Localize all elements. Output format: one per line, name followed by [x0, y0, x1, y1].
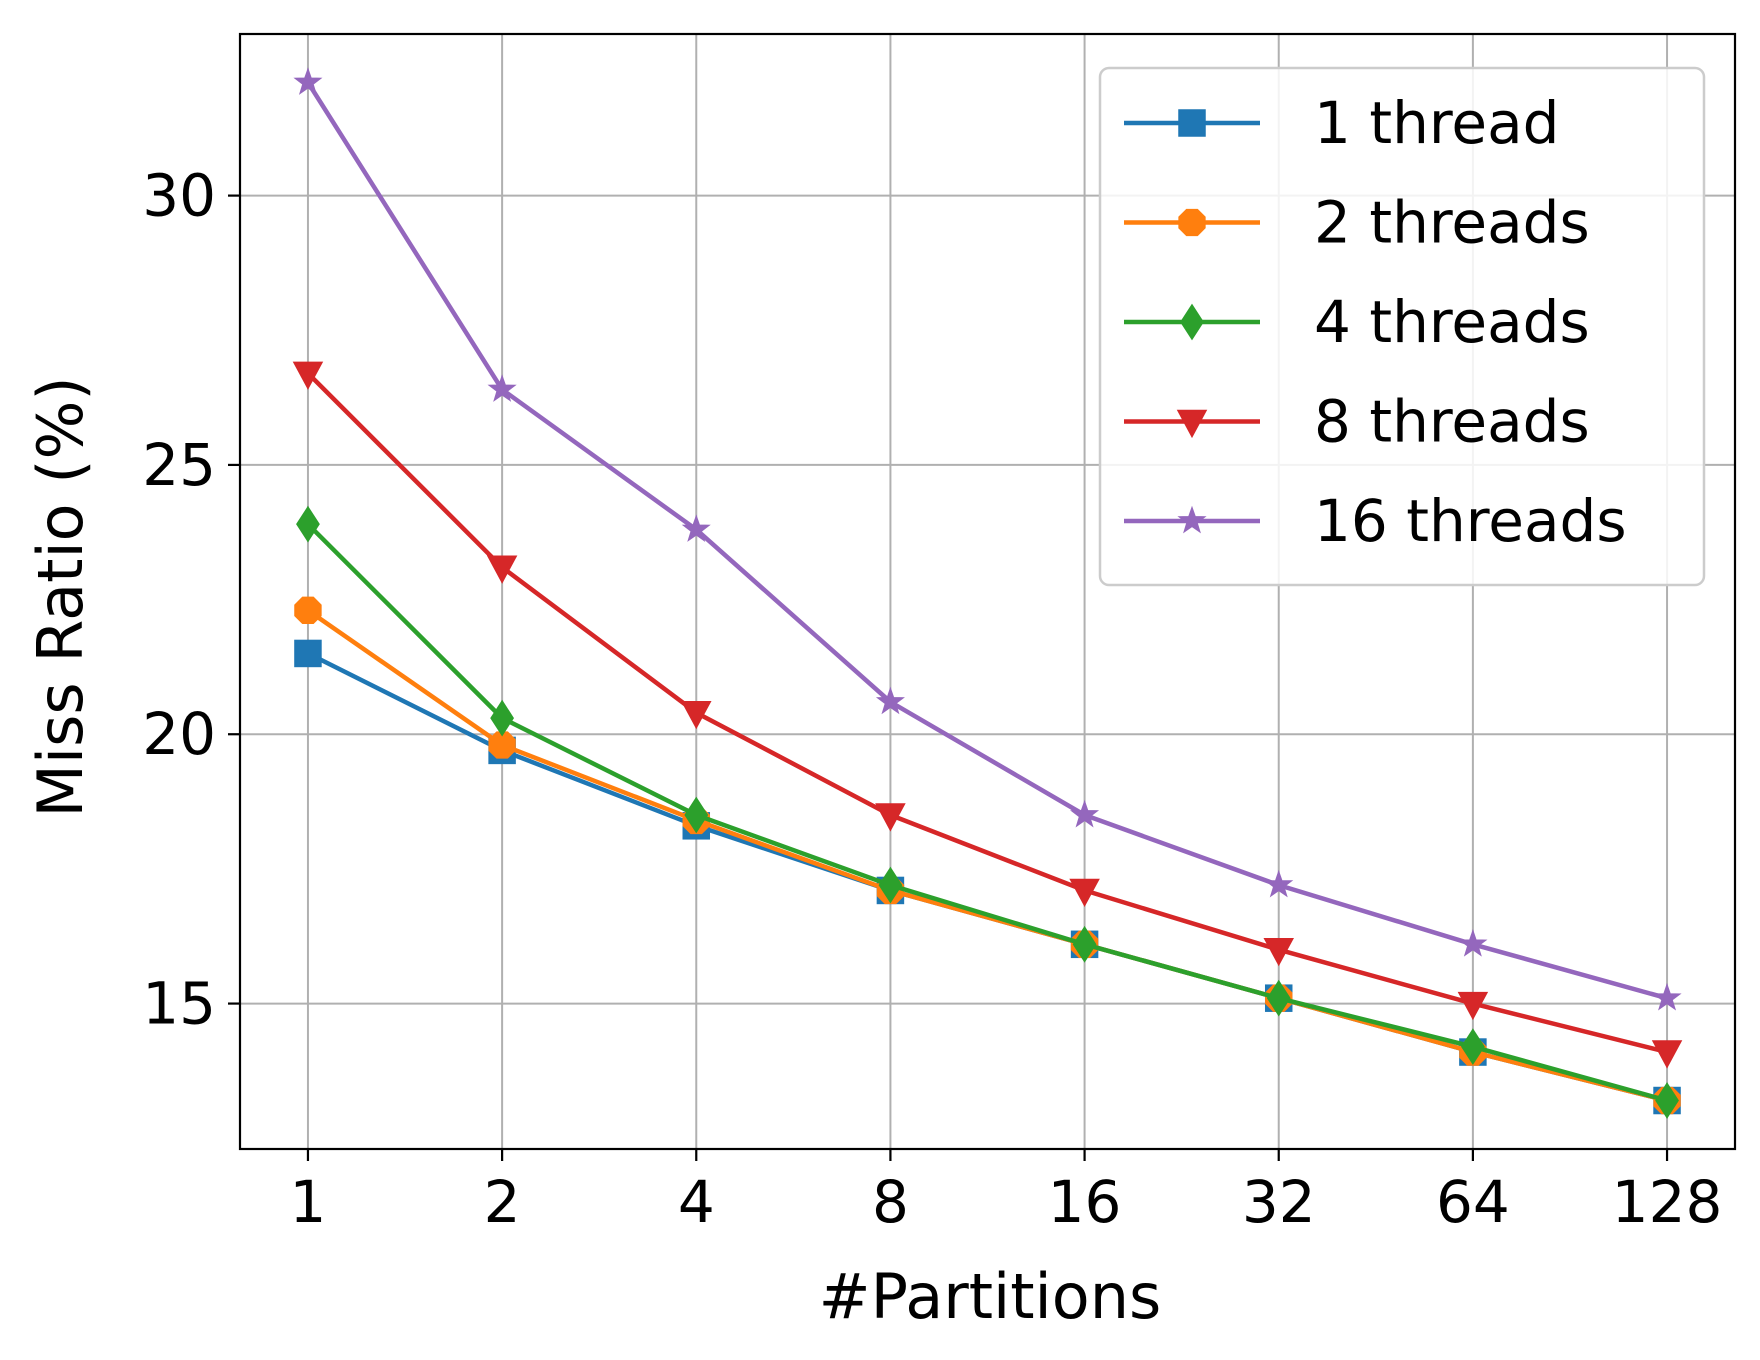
- legend-entry: 1 thread: [1124, 89, 1559, 157]
- series-line: [306, 81, 1668, 1001]
- legend-marker: [1177, 505, 1207, 534]
- data-point: [292, 361, 324, 390]
- legend-label: 16 threads: [1314, 487, 1627, 555]
- x-tick-label: 128: [1612, 1168, 1723, 1236]
- series-line: [306, 522, 1668, 1103]
- x-tick-label: 16: [1048, 1168, 1122, 1236]
- data-point: [1651, 1040, 1683, 1069]
- series-line: [306, 608, 1668, 1103]
- legend-marker: [1178, 109, 1206, 137]
- series-3: [292, 361, 1683, 1069]
- data-point: [294, 596, 322, 625]
- legend-marker: [1178, 208, 1206, 237]
- legend: 1 thread 2 threads 4 threads 8 threads 16 th…: [1098, 66, 1706, 587]
- x-tick-label: 8: [872, 1168, 909, 1236]
- data-point: [875, 803, 906, 832]
- data-point: [1460, 1028, 1485, 1066]
- legend-label: 8 threads: [1314, 388, 1590, 456]
- legend-label: 1 thread: [1314, 89, 1559, 157]
- data-point: [1072, 925, 1097, 963]
- x-tick-label: 2: [484, 1168, 521, 1236]
- data-point: [488, 731, 516, 759]
- data-point: [486, 555, 518, 584]
- y-tick-label: 20: [142, 700, 216, 768]
- data-point: [1458, 929, 1488, 957]
- series-2: [296, 505, 1679, 1119]
- data-point: [1070, 799, 1100, 828]
- data-point: [1457, 991, 1489, 1021]
- legend-label: 2 threads: [1314, 189, 1590, 257]
- data-point: [490, 699, 515, 737]
- data-point: [1069, 878, 1100, 908]
- series-layer: [292, 67, 1683, 1119]
- legend-label: 4 threads: [1314, 288, 1590, 356]
- data-point: [1652, 982, 1682, 1011]
- x-tick-label: 64: [1436, 1168, 1510, 1236]
- plot-frame: [238, 32, 1737, 1151]
- legend-marker: [1180, 303, 1204, 341]
- data-point: [681, 700, 712, 730]
- data-point: [1263, 937, 1294, 967]
- axis-ticks: 1 2 4 8 16 32 64 128 15 20 25 30: [142, 162, 1722, 1236]
- legend-entry: 16 threads: [1124, 487, 1627, 555]
- data-point: [1266, 979, 1291, 1017]
- y-tick-label: 30: [142, 162, 216, 230]
- data-point: [487, 374, 517, 402]
- series-line: [306, 371, 1668, 1055]
- series-4: [293, 67, 1682, 1011]
- data-point: [296, 505, 320, 543]
- legend-entry: 8 threads: [1124, 388, 1590, 456]
- y-tick-label: 15: [142, 970, 216, 1038]
- x-axis-label: #Partitions: [819, 1260, 1162, 1333]
- legend-entry: 2 threads: [1124, 189, 1590, 257]
- data-point: [684, 796, 709, 834]
- x-tick-label: 4: [678, 1168, 715, 1236]
- data-point: [875, 686, 905, 715]
- data-point: [878, 866, 903, 904]
- x-tick-label: 1: [290, 1168, 327, 1236]
- data-point: [1264, 869, 1294, 898]
- data-point: [294, 639, 322, 668]
- y-tick-label: 25: [142, 431, 216, 499]
- data-point: [681, 514, 711, 542]
- y-axis-label: Miss Ratio (%): [24, 376, 97, 817]
- legend-marker: [1176, 409, 1208, 439]
- legend-box: [1098, 66, 1706, 587]
- legend-entry: 4 threads: [1124, 288, 1590, 356]
- data-point: [1655, 1082, 1679, 1119]
- data-point: [293, 67, 323, 95]
- x-tick-label: 32: [1242, 1168, 1316, 1236]
